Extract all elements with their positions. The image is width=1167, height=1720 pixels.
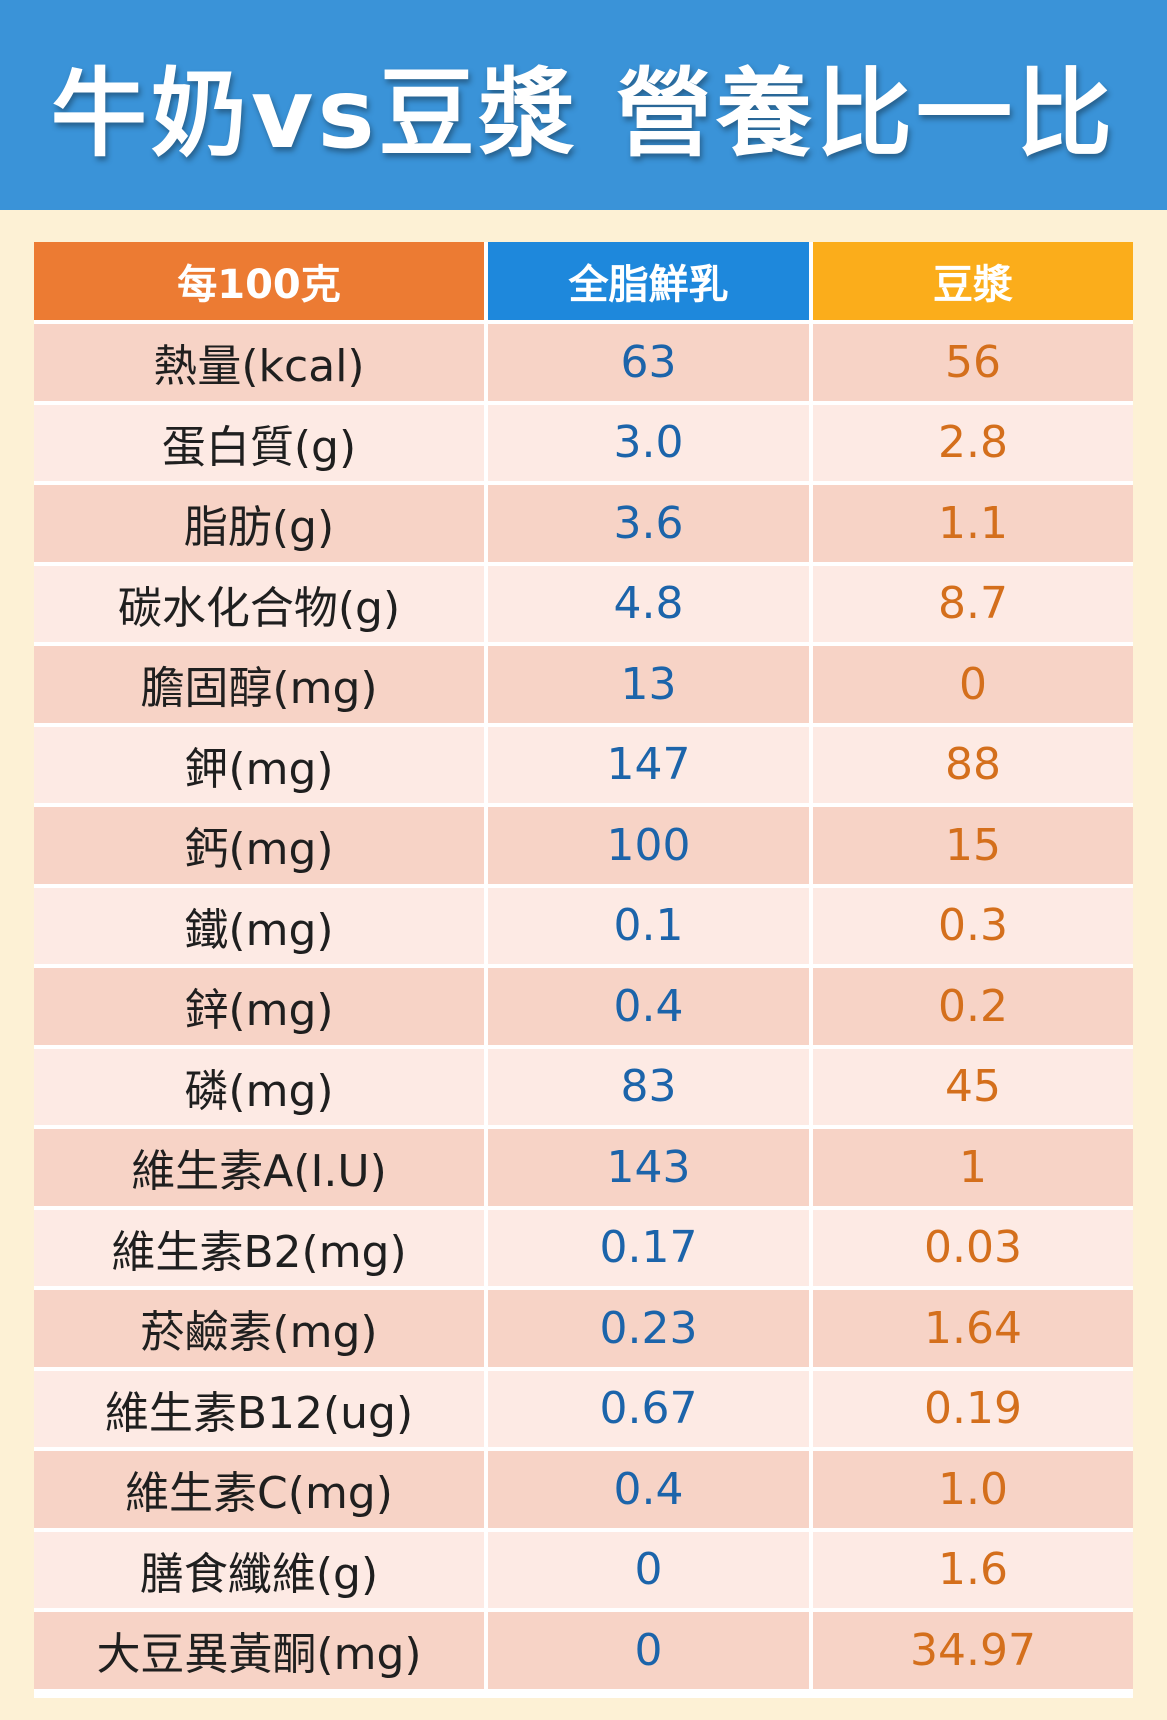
whole-milk-value: 13 xyxy=(488,646,809,723)
nutrient-label: 鐵(mg) xyxy=(34,887,484,964)
soy-milk-value: 1.64 xyxy=(813,1290,1133,1367)
header-banner: 牛奶vs豆漿 營養比一比 xyxy=(0,0,1167,210)
table-row: 蛋白質(g) 3.0 2.8 xyxy=(34,404,1133,481)
nutrient-label: 鋅(mg) xyxy=(34,968,484,1045)
table-row: 碳水化合物(g) 4.8 8.7 xyxy=(34,565,1133,642)
page-title: 牛奶vs豆漿 營養比一比 xyxy=(50,57,1117,170)
soy-milk-value: 1.6 xyxy=(813,1531,1133,1608)
whole-milk-value: 0.17 xyxy=(488,1209,809,1286)
table-row: 脂肪(g) 3.6 1.1 xyxy=(34,485,1133,562)
nutrient-label: 熱量(kcal) xyxy=(34,324,484,401)
table-row: 磷(mg) 83 45 xyxy=(34,1048,1133,1125)
soy-milk-value: 1.0 xyxy=(813,1451,1133,1528)
table-row: 菸鹼素(mg) 0.23 1.64 xyxy=(34,1290,1133,1367)
header-whole-milk: 全脂鮮乳 xyxy=(488,242,809,320)
table-row: 大豆異黃酮(mg) 0 34.97 xyxy=(34,1612,1133,1689)
nutrient-label: 鉀(mg) xyxy=(34,726,484,803)
whole-milk-value: 143 xyxy=(488,1129,809,1206)
soy-milk-value: 0.2 xyxy=(813,968,1133,1045)
soy-milk-value: 1.1 xyxy=(813,485,1133,562)
soy-milk-value: 0.03 xyxy=(813,1209,1133,1286)
header-soy-milk: 豆漿 xyxy=(813,242,1133,320)
nutrient-label: 維生素C(mg) xyxy=(34,1451,484,1528)
nutrient-label: 碳水化合物(g) xyxy=(34,565,484,642)
soy-milk-value: 0.19 xyxy=(813,1370,1133,1447)
table-header-row: 每100克 全脂鮮乳 豆漿 xyxy=(34,242,1133,320)
soy-milk-value: 15 xyxy=(813,807,1133,884)
soy-milk-value: 0.3 xyxy=(813,887,1133,964)
whole-milk-value: 4.8 xyxy=(488,565,809,642)
table-row: 維生素A(I.U) 143 1 xyxy=(34,1129,1133,1206)
nutrient-label: 維生素B2(mg) xyxy=(34,1209,484,1286)
nutrient-label: 膳食纖維(g) xyxy=(34,1531,484,1608)
whole-milk-value: 0 xyxy=(488,1531,809,1608)
nutrient-label: 脂肪(g) xyxy=(34,485,484,562)
whole-milk-value: 63 xyxy=(488,324,809,401)
table-row: 鋅(mg) 0.4 0.2 xyxy=(34,968,1133,1045)
table-row: 維生素C(mg) 0.4 1.0 xyxy=(34,1451,1133,1528)
soy-milk-value: 56 xyxy=(813,324,1133,401)
table-row: 維生素B2(mg) 0.17 0.03 xyxy=(34,1209,1133,1286)
whole-milk-value: 0 xyxy=(488,1612,809,1689)
whole-milk-value: 3.6 xyxy=(488,485,809,562)
nutrient-label: 菸鹼素(mg) xyxy=(34,1290,484,1367)
soy-milk-value: 2.8 xyxy=(813,404,1133,481)
soy-milk-value: 34.97 xyxy=(813,1612,1133,1689)
soy-milk-value: 45 xyxy=(813,1048,1133,1125)
whole-milk-value: 3.0 xyxy=(488,404,809,481)
whole-milk-value: 83 xyxy=(488,1048,809,1125)
whole-milk-value: 0.1 xyxy=(488,887,809,964)
whole-milk-value: 100 xyxy=(488,807,809,884)
whole-milk-value: 0.23 xyxy=(488,1290,809,1367)
nutrient-label: 磷(mg) xyxy=(34,1048,484,1125)
nutrient-label: 鈣(mg) xyxy=(34,807,484,884)
soy-milk-value: 88 xyxy=(813,726,1133,803)
table-row: 維生素B12(ug) 0.67 0.19 xyxy=(34,1370,1133,1447)
table-row: 膳食纖維(g) 0 1.6 xyxy=(34,1531,1133,1608)
whole-milk-value: 0.4 xyxy=(488,968,809,1045)
nutrient-label: 膽固醇(mg) xyxy=(34,646,484,723)
soy-milk-value: 1 xyxy=(813,1129,1133,1206)
soy-milk-value: 8.7 xyxy=(813,565,1133,642)
table-row: 鈣(mg) 100 15 xyxy=(34,807,1133,884)
nutrient-label: 蛋白質(g) xyxy=(34,404,484,481)
table-row: 熱量(kcal) 63 56 xyxy=(34,324,1133,401)
table-row: 膽固醇(mg) 13 0 xyxy=(34,646,1133,723)
whole-milk-value: 147 xyxy=(488,726,809,803)
whole-milk-value: 0.67 xyxy=(488,1370,809,1447)
nutrition-table: 每100克 全脂鮮乳 豆漿 熱量(kcal) 63 56 蛋白質(g) 3.0 2.8 脂肪… xyxy=(34,242,1133,1698)
table-row: 鉀(mg) 147 88 xyxy=(34,726,1133,803)
nutrient-label: 維生素A(I.U) xyxy=(34,1129,484,1206)
nutrient-label: 大豆異黃酮(mg) xyxy=(34,1612,484,1689)
table-row: 鐵(mg) 0.1 0.3 xyxy=(34,887,1133,964)
soy-milk-value: 0 xyxy=(813,646,1133,723)
header-per-100g: 每100克 xyxy=(34,242,484,320)
nutrient-label: 維生素B12(ug) xyxy=(34,1370,484,1447)
whole-milk-value: 0.4 xyxy=(488,1451,809,1528)
